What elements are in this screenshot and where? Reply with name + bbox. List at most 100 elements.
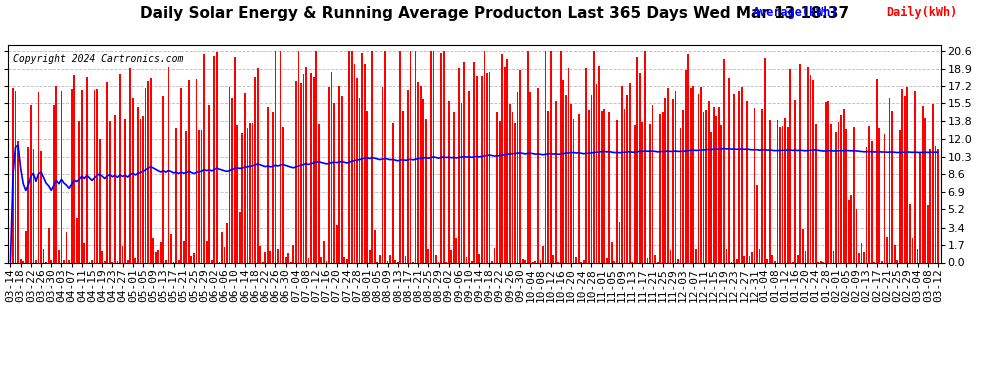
Bar: [328, 87, 330, 262]
Bar: [17, 141, 19, 262]
Bar: [708, 101, 710, 262]
Bar: [486, 73, 488, 262]
Bar: [782, 126, 783, 262]
Bar: [256, 68, 258, 262]
Bar: [758, 249, 760, 262]
Bar: [341, 96, 343, 262]
Bar: [753, 108, 755, 262]
Bar: [455, 238, 457, 262]
Bar: [842, 109, 844, 262]
Bar: [925, 118, 926, 262]
Bar: [101, 251, 103, 262]
Bar: [751, 252, 752, 262]
Bar: [886, 237, 888, 262]
Bar: [63, 260, 65, 262]
Bar: [634, 125, 636, 262]
Bar: [815, 124, 817, 262]
Bar: [435, 255, 437, 262]
Text: Daily(kWh): Daily(kWh): [886, 6, 957, 19]
Bar: [167, 68, 169, 262]
Bar: [287, 253, 289, 262]
Bar: [52, 105, 54, 262]
Bar: [860, 243, 862, 262]
Bar: [285, 257, 286, 262]
Bar: [828, 101, 830, 262]
Bar: [578, 114, 579, 262]
Bar: [685, 70, 687, 262]
Bar: [58, 250, 59, 262]
Bar: [468, 91, 470, 262]
Bar: [552, 255, 554, 262]
Bar: [797, 255, 799, 262]
Bar: [410, 51, 412, 262]
Bar: [639, 73, 641, 262]
Bar: [305, 68, 307, 262]
Bar: [637, 57, 639, 262]
Bar: [272, 112, 274, 262]
Bar: [491, 261, 493, 262]
Bar: [433, 51, 435, 262]
Bar: [55, 86, 57, 262]
Bar: [68, 260, 70, 262]
Bar: [805, 251, 806, 262]
Bar: [820, 261, 822, 262]
Bar: [106, 82, 108, 262]
Bar: [232, 98, 233, 262]
Bar: [606, 258, 608, 262]
Bar: [651, 105, 653, 262]
Bar: [237, 124, 239, 262]
Bar: [94, 90, 95, 262]
Bar: [356, 78, 358, 262]
Bar: [185, 131, 187, 262]
Bar: [214, 56, 215, 262]
Bar: [313, 77, 315, 262]
Bar: [596, 84, 597, 262]
Bar: [453, 112, 454, 262]
Bar: [399, 51, 401, 262]
Bar: [927, 205, 929, 262]
Bar: [303, 74, 304, 262]
Bar: [154, 252, 156, 262]
Bar: [664, 98, 666, 262]
Bar: [224, 247, 226, 262]
Bar: [522, 259, 524, 262]
Bar: [234, 57, 236, 262]
Bar: [739, 92, 741, 262]
Bar: [114, 115, 116, 262]
Bar: [878, 128, 880, 262]
Bar: [504, 67, 506, 262]
Bar: [771, 255, 773, 262]
Bar: [891, 111, 893, 262]
Bar: [300, 83, 302, 262]
Bar: [830, 124, 832, 262]
Bar: [295, 81, 297, 262]
Bar: [909, 204, 911, 262]
Bar: [104, 261, 106, 262]
Bar: [381, 87, 383, 262]
Bar: [334, 103, 335, 262]
Bar: [530, 92, 532, 262]
Bar: [692, 86, 694, 262]
Bar: [353, 64, 355, 262]
Bar: [206, 242, 208, 262]
Bar: [570, 104, 572, 262]
Bar: [935, 146, 937, 262]
Bar: [540, 260, 542, 262]
Bar: [384, 51, 386, 262]
Bar: [460, 103, 462, 262]
Bar: [180, 88, 182, 262]
Bar: [190, 256, 192, 262]
Bar: [344, 257, 346, 262]
Bar: [549, 51, 551, 262]
Bar: [425, 119, 427, 262]
Bar: [471, 261, 472, 262]
Bar: [703, 112, 705, 262]
Bar: [512, 111, 514, 262]
Bar: [157, 251, 159, 262]
Bar: [183, 241, 184, 262]
Bar: [152, 238, 154, 262]
Bar: [912, 238, 914, 262]
Bar: [124, 119, 126, 262]
Bar: [78, 121, 80, 262]
Bar: [50, 260, 52, 262]
